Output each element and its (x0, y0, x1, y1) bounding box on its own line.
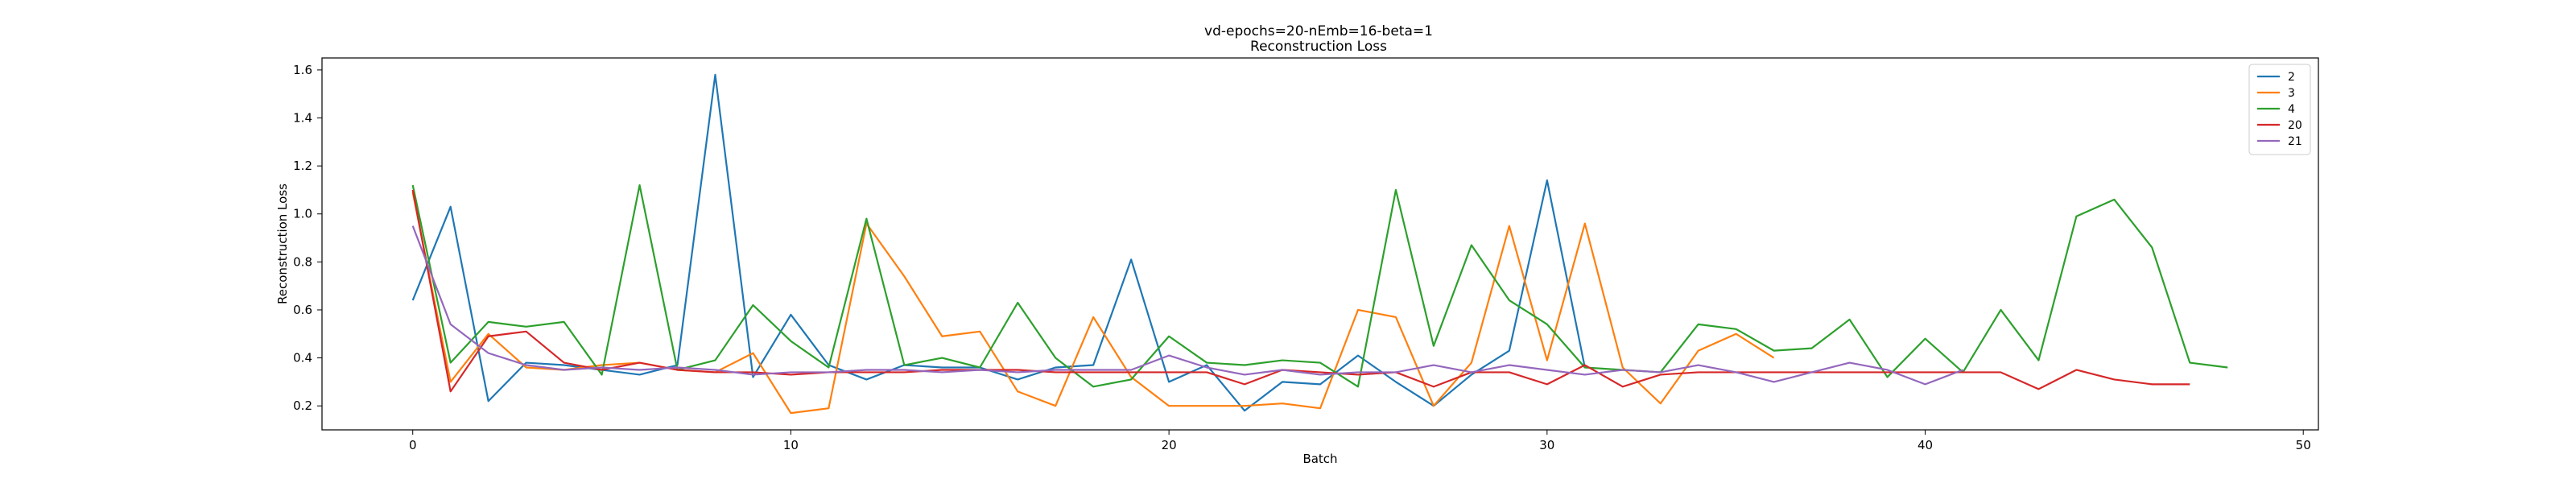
plot-frame (321, 57, 2319, 431)
y-tick-label: 1.2 (293, 159, 312, 173)
y-tick-label: 0.6 (293, 303, 312, 317)
y-tick-label: 0.4 (293, 351, 312, 365)
legend-label-2: 2 (2288, 71, 2295, 84)
x-axis-label: Batch (1302, 452, 1337, 466)
legend-label-4: 4 (2288, 103, 2295, 116)
y-tick-label: 1.6 (293, 63, 312, 77)
legend-label-3: 3 (2288, 87, 2295, 100)
y-tick-label: 0.8 (293, 254, 312, 269)
x-tick-label: 50 (2296, 438, 2311, 452)
y-tick-label: 1.0 (293, 207, 312, 221)
y-tick-label: 1.4 (293, 111, 312, 126)
x-tick-label: 10 (783, 438, 799, 452)
x-tick-label: 0 (409, 438, 417, 452)
legend: 2 3 4 20 21 (2248, 64, 2311, 155)
series-line-2 (411, 73, 1586, 412)
x-tick-label: 30 (1539, 438, 1554, 452)
chart-title: vd-epochs=20-nEmb=16-beta=1 (1204, 23, 1433, 39)
legend-label-21: 21 (2288, 135, 2302, 148)
series-layer (411, 73, 2228, 415)
y-axis-label: Reconstruction Loss (275, 184, 290, 304)
series-line-4 (411, 184, 2228, 388)
series-line-21 (411, 225, 1963, 386)
x-tick-label: 20 (1162, 438, 1177, 452)
x-tick-label: 40 (1918, 438, 1933, 452)
y-tick-label: 0.2 (293, 398, 312, 413)
y-axis: 0.2 0.4 0.6 0.8 1.0 1.2 1.4 1.6 (293, 63, 322, 413)
legend-label-20: 20 (2288, 119, 2302, 132)
x-axis: 0 10 20 30 40 50 (409, 430, 2311, 452)
chart-subtitle: Reconstruction Loss (1250, 39, 1387, 55)
